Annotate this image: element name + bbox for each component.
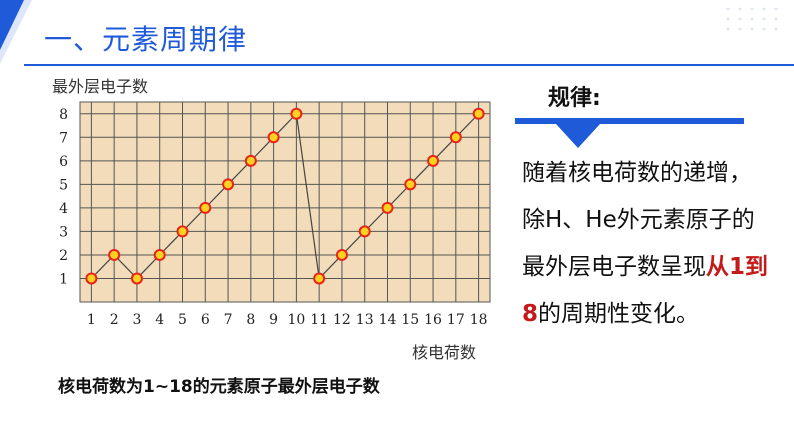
rule-bar <box>515 118 744 124</box>
rule-text-after: 的周期性变化。 <box>538 301 700 327</box>
data-point <box>108 248 121 261</box>
x-tick-label: 14 <box>379 312 397 328</box>
data-point <box>222 178 235 191</box>
data-point <box>427 154 440 167</box>
data-point <box>404 178 417 191</box>
y-axis-label: 最外层电子数 <box>52 77 148 96</box>
x-tick-label: 1 <box>87 312 96 328</box>
data-point <box>130 272 143 285</box>
rule-notch-arrow <box>556 124 600 148</box>
rule-description: 随着核电荷数的递增，除H、He外元素原子的最外层电子数呈现从1到8的周期性变化。 <box>522 150 768 338</box>
y-tick-label: 3 <box>59 224 68 240</box>
x-tick-label: 3 <box>132 312 141 328</box>
y-tick-label: 6 <box>59 154 68 170</box>
x-tick-label: 12 <box>333 312 351 328</box>
rule-text-before: 随着核电荷数的递增，除H、He外元素原子的最外层电子数呈现 <box>522 160 755 280</box>
x-tick-label: 8 <box>246 312 255 328</box>
data-point <box>244 154 257 167</box>
data-point <box>290 107 303 120</box>
data-point <box>335 248 348 261</box>
x-tick-label: 18 <box>470 312 488 328</box>
x-axis-label: 核电荷数 <box>412 343 476 362</box>
y-tick-label: 8 <box>59 107 68 123</box>
data-point <box>358 225 371 238</box>
title-underline <box>24 64 794 66</box>
x-tick-label: 13 <box>356 312 374 328</box>
rule-text-highlight: 从1到8 <box>522 254 769 327</box>
data-point <box>85 272 98 285</box>
x-tick-label: 16 <box>424 312 442 328</box>
x-tick-label: 4 <box>155 312 164 328</box>
chart-caption: 核电荷数为1~18的元素原子最外层电子数 <box>58 377 380 397</box>
data-point <box>199 201 212 214</box>
slide-title: 一、元素周期律 <box>44 23 248 56</box>
data-point <box>381 201 394 214</box>
data-point <box>472 107 485 120</box>
x-tick-label: 2 <box>110 312 119 328</box>
x-tick-label: 17 <box>447 312 465 328</box>
y-tick-label: 4 <box>59 201 68 217</box>
x-tick-label: 6 <box>201 312 210 328</box>
plot-area <box>80 102 490 302</box>
dot-pattern <box>722 4 782 32</box>
data-point <box>313 272 326 285</box>
y-tick-label: 1 <box>59 271 68 287</box>
data-point <box>176 225 189 238</box>
x-tick-label: 10 <box>287 312 305 328</box>
y-tick-label: 2 <box>59 248 68 264</box>
plot-frame <box>79 101 491 303</box>
y-tick-label: 7 <box>59 130 68 146</box>
data-point <box>267 131 280 144</box>
x-tick-label: 7 <box>224 312 233 328</box>
x-tick-label: 15 <box>401 312 419 328</box>
x-tick-label: 9 <box>269 312 278 328</box>
y-tick-label: 5 <box>59 177 68 193</box>
rule-heading: 规律: <box>548 86 601 111</box>
data-point <box>153 248 166 261</box>
data-point <box>449 131 462 144</box>
chart: 最外层电子数 1 2 3 4 5 6 7 8 1 2 3 4 5 6 7 8 9 10 11 12 13 14 15 16 17 1… <box>46 74 498 372</box>
x-tick-label: 5 <box>178 312 187 328</box>
corner-accent <box>0 0 24 50</box>
x-tick-label: 11 <box>310 312 328 328</box>
